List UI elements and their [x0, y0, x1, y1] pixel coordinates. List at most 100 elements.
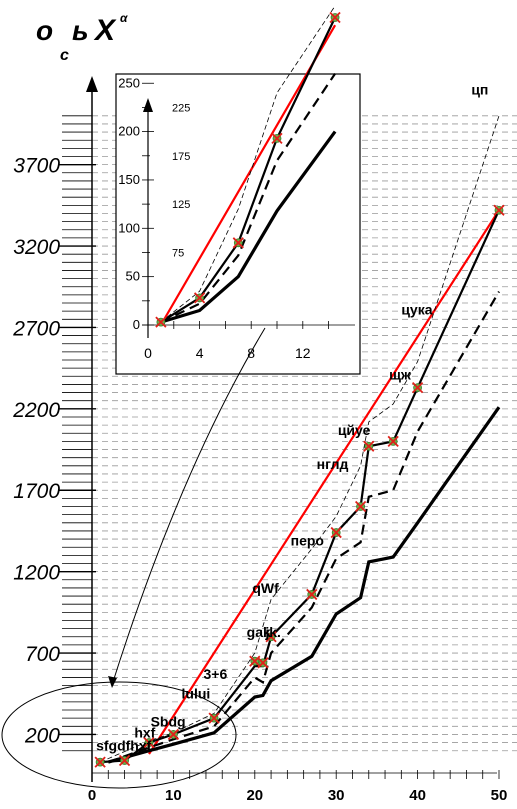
data-marker: [232, 237, 244, 249]
y-tick-label: 3700: [13, 155, 60, 178]
series-line-black-dashed: [107, 291, 500, 764]
data-marker: [387, 435, 399, 448]
marker-cross: [118, 754, 131, 767]
data-marker: [143, 736, 155, 749]
annotation-label: цп: [471, 82, 488, 98]
data-marker: [329, 11, 341, 24]
annotation-label: 3+6: [204, 666, 228, 682]
y-tick-label: 700: [25, 643, 60, 666]
annotations-group: sfgdfhxfhxfSbdglului3+6gakjk.qWfперонглд…: [96, 82, 488, 754]
annotation-label: цука: [401, 301, 432, 317]
marker-cross: [193, 292, 206, 304]
inset-y-tick-label: 250: [118, 75, 140, 90]
marker-cross: [167, 728, 180, 741]
inset-x-tick-label: 8: [247, 345, 255, 361]
marker-cross: [306, 588, 318, 601]
inset-chart: 0 50 100 150 200 250 75 125 175 225 0 4 8 12: [115, 5, 361, 375]
marker-cross: [330, 526, 342, 539]
data-marker: [493, 204, 505, 216]
y-tick-label: 1700: [13, 480, 60, 503]
inset-y-tick-label-right: 75: [172, 247, 184, 259]
y-axis-arrowhead: [86, 76, 98, 92]
inset-x-tick-label: 12: [295, 345, 311, 361]
title-part2: ь: [72, 15, 89, 46]
data-marker: [411, 382, 424, 394]
inset-frame: [115, 73, 361, 375]
annotation-label: щж: [389, 367, 412, 383]
y-tick-label: 2200: [12, 399, 60, 422]
markers-group: [94, 204, 505, 768]
pointer-arrow: [111, 327, 266, 686]
series-line-thin-dashed: [99, 115, 500, 763]
inset-y-arrowhead: [143, 98, 153, 112]
annotation-label: Sbdg: [151, 713, 186, 729]
inset-y-tick-label-right: 125: [172, 199, 190, 211]
annotation-label: jk.: [264, 624, 281, 640]
marker-cross: [208, 712, 220, 724]
title-sup: α: [120, 11, 128, 25]
series-line-red: [148, 209, 500, 755]
inset-y-tick-label: 200: [118, 124, 140, 139]
annotation-label: gak: [247, 624, 271, 640]
y-tick-label: 1200: [13, 562, 60, 585]
inset-series-line-black-thick: [160, 130, 337, 324]
y-tick-label: 2700: [12, 317, 60, 340]
inset-x-tick-label: 0: [144, 345, 152, 361]
marker-cross: [354, 500, 367, 513]
series-line-black-thick: [107, 406, 501, 764]
marker-cross: [411, 382, 424, 394]
marker-cross: [232, 237, 244, 249]
annotation-label: hxf: [134, 725, 155, 741]
marker-cross: [363, 440, 375, 452]
marker-cross: [155, 316, 167, 328]
inset-y-tick-label: 150: [118, 172, 140, 187]
inset-y-tick-label-right: 175: [172, 151, 190, 163]
inset-series-line-red: [159, 24, 337, 326]
x-tick-label: 30: [328, 787, 345, 804]
x-tick-label: 50: [491, 787, 508, 804]
x-tick-label: 0: [88, 787, 96, 804]
title-main: о: [36, 15, 53, 46]
x-tick-label: 20: [246, 787, 263, 804]
marker-cross: [94, 756, 106, 768]
pointer-arrowhead: [108, 676, 117, 688]
data-marker: [271, 132, 283, 145]
annotation-label: qWf: [252, 580, 279, 596]
annotation-label: sfgdfhxf: [96, 738, 152, 754]
data-marker: [193, 292, 206, 304]
marker-cross: [329, 11, 341, 24]
marker-cross: [271, 132, 283, 145]
marker-cross: [257, 657, 269, 669]
data-marker: [257, 657, 269, 669]
inset-series-line-thin-dashed: [160, 5, 336, 323]
data-marker: [118, 754, 131, 767]
chart-title: о с ь X α: [36, 11, 128, 64]
inset-series-line-black-dashed: [160, 72, 337, 324]
inset-x-tick-label: 4: [196, 345, 204, 361]
marker-cross: [387, 435, 399, 448]
marker-cross: [143, 736, 155, 749]
data-marker: [306, 588, 318, 601]
inset-y-tick-label: 50: [126, 269, 140, 284]
inset-y-tick-label: 0: [133, 317, 140, 332]
inset-y-tick-label: 100: [118, 220, 140, 235]
data-marker: [354, 500, 367, 513]
x-tick-label: 10: [165, 787, 182, 804]
data-marker: [330, 526, 342, 539]
y-tick-label: 3200: [13, 236, 60, 259]
highlight-ellipse: [1, 681, 237, 789]
data-marker: [167, 728, 180, 741]
annotation-label: перо: [291, 533, 324, 549]
data-marker: [363, 440, 375, 452]
data-marker: [208, 712, 220, 724]
data-marker: [155, 316, 167, 328]
y-tick-label: 200: [24, 724, 60, 747]
x-tick-label: 40: [409, 787, 426, 804]
marker-cross: [493, 204, 505, 216]
annotation-label: цйуе: [338, 422, 371, 438]
annotation-label: нглд: [317, 456, 349, 472]
data-marker: [265, 631, 277, 643]
marker-cross: [265, 631, 277, 643]
